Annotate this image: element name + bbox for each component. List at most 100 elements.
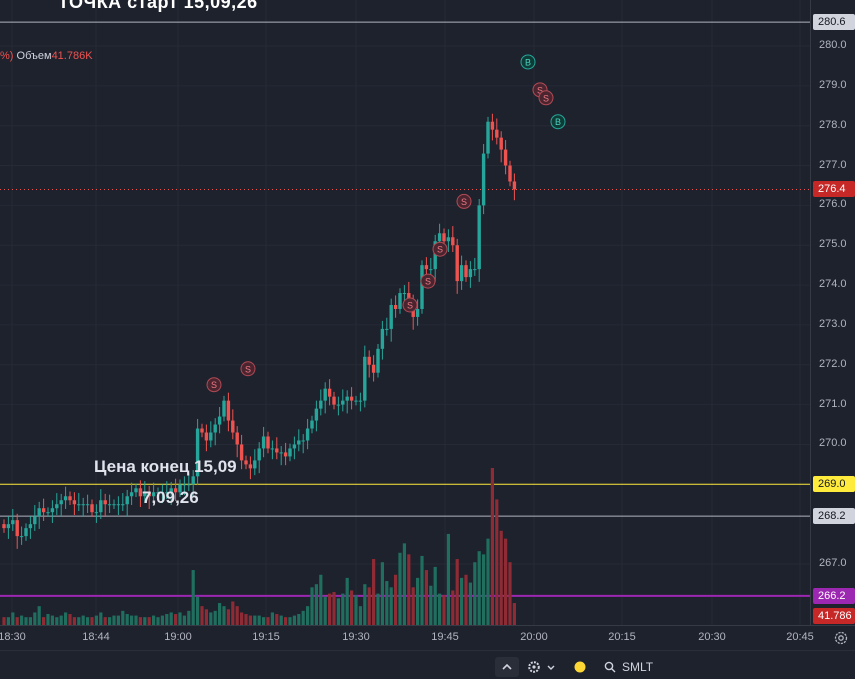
sell-marker: S — [240, 361, 256, 377]
candle — [389, 298, 393, 342]
candle — [81, 497, 85, 517]
volume-bar — [24, 617, 28, 625]
panel-settings-button[interactable] — [526, 657, 542, 677]
volume-bar — [429, 585, 433, 625]
marker-label: S — [543, 93, 549, 103]
candle — [323, 382, 327, 414]
collapse-panel-button[interactable] — [495, 657, 519, 677]
candle — [512, 173, 517, 201]
candle — [376, 344, 380, 378]
candle — [266, 431, 270, 454]
candle — [6, 516, 11, 539]
volume-bar — [473, 562, 477, 625]
candle — [455, 238, 459, 294]
market-status-indicator[interactable] — [573, 657, 587, 677]
volume-bar — [200, 606, 204, 625]
volume-bar — [398, 552, 402, 625]
price-tick-label: 270.0 — [819, 437, 847, 450]
volume-bar — [20, 615, 24, 625]
candle — [147, 485, 151, 510]
volume-bar — [350, 590, 354, 625]
volume-bar — [332, 592, 336, 625]
volume-bar — [486, 538, 490, 625]
chart-settings-icon[interactable] — [833, 630, 849, 646]
marker-label: S — [537, 85, 543, 95]
candle — [363, 345, 367, 408]
candle — [429, 257, 433, 276]
volume-bar — [455, 559, 459, 625]
candle — [477, 199, 481, 282]
volume-bar — [165, 614, 169, 625]
candle — [393, 295, 398, 318]
candle — [451, 226, 455, 253]
marker-label: S — [211, 380, 217, 390]
chevron-up-icon — [502, 663, 512, 670]
marker-label: B — [525, 57, 531, 67]
time-tick-label: 20:15 — [608, 631, 636, 643]
volume-bar — [451, 590, 455, 625]
candle — [182, 476, 187, 496]
candle — [187, 473, 191, 492]
volume-bar — [2, 617, 6, 625]
volume-bar — [191, 570, 195, 625]
price-badge: 41.786 — [813, 608, 855, 624]
volume-bar — [464, 574, 468, 625]
volume-bar — [116, 615, 120, 625]
candle — [292, 436, 297, 460]
volume-bar — [385, 581, 389, 625]
candle — [169, 481, 173, 506]
candle — [367, 350, 371, 378]
volume-bar — [28, 617, 32, 625]
volume-bar — [504, 538, 508, 625]
volume-bar — [143, 617, 147, 625]
symbol-search[interactable]: SMLT — [604, 657, 674, 677]
candles — [2, 113, 517, 549]
gear-icon — [528, 661, 540, 673]
annotation-end-price[interactable]: Цена конец 15,09 — [94, 457, 237, 476]
volume-bar — [508, 562, 512, 625]
price-tick-label: 272.0 — [819, 357, 847, 370]
candle — [209, 421, 213, 448]
volume-bar — [235, 606, 239, 625]
panel-menu-button[interactable] — [545, 657, 557, 677]
candle — [37, 501, 41, 529]
candle — [508, 160, 512, 187]
candle — [68, 491, 72, 506]
candle — [173, 478, 178, 502]
candle — [195, 418, 200, 486]
candle — [217, 407, 222, 434]
time-scale[interactable]: 18:30 18:44 19:00 19:15 19:30 19:45 20:00 20:15… — [0, 625, 855, 650]
candle — [380, 320, 385, 360]
price-scale[interactable]: 280.0 279.0 278.0 277.0 276.0 275.0 274.0 273.0… — [810, 0, 855, 625]
candle — [226, 392, 231, 432]
annotation-date[interactable]: 7,09,26 — [142, 488, 199, 507]
volume-bar — [147, 617, 151, 625]
volume-bar — [354, 595, 358, 625]
time-tick-label: 20:30 — [698, 631, 726, 643]
volume-bar — [358, 606, 362, 625]
volume-bar — [477, 551, 481, 625]
candle — [200, 423, 204, 438]
candle — [468, 261, 473, 288]
volume-bar — [222, 606, 226, 625]
symbol-name: SMLT — [622, 660, 654, 674]
candle — [279, 446, 283, 466]
price-badge: 280.6 — [813, 14, 855, 31]
candle — [332, 391, 336, 410]
candle — [63, 486, 68, 510]
volume-bar — [169, 612, 173, 625]
candle — [156, 487, 160, 498]
candle — [261, 426, 266, 458]
candle — [253, 449, 257, 476]
volume-bar — [512, 603, 516, 625]
candle — [103, 493, 107, 517]
candle — [116, 496, 121, 515]
candle — [28, 516, 33, 539]
candle — [160, 484, 165, 504]
volume-bar — [328, 593, 332, 625]
volume-bar — [121, 610, 125, 625]
price-badge: 269.0 — [813, 476, 855, 493]
